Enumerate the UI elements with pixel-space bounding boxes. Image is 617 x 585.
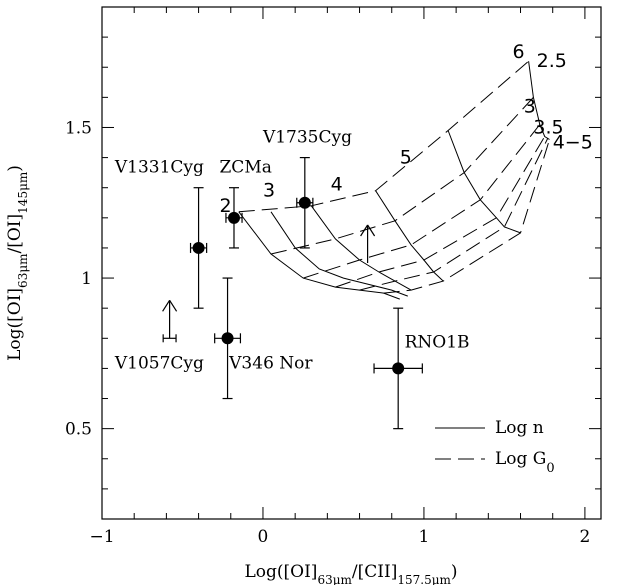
log-g0-curve <box>359 137 549 291</box>
marker <box>192 241 205 254</box>
data-point-v1735cyg <box>296 156 314 249</box>
source-label: V1735Cyg <box>262 128 352 148</box>
upper-limit-v1057cyg <box>162 299 178 343</box>
log-g0-label: 2.5 <box>537 50 567 72</box>
log-n-label: 5 <box>400 147 412 169</box>
marker <box>221 332 234 345</box>
x-tick-label: 1 <box>419 527 430 547</box>
source-label: V346 Nor <box>228 353 313 373</box>
y-axis-label: Log([OI]63μm/[OI]145μm) <box>5 165 30 361</box>
annotations: V1331Cyg ZCMa V1735Cyg V1057Cyg V346 Nor RNO1… <box>114 41 593 373</box>
marker <box>392 362 405 375</box>
log-g0-curve <box>383 139 550 294</box>
x-tick-label: −1 <box>89 527 114 547</box>
axis-ticks <box>101 6 601 520</box>
plot-frame <box>101 6 602 520</box>
log-g0-curve <box>303 124 541 279</box>
tick-labels: −1 0 1 2 0.5 1 1.5 <box>65 118 590 547</box>
x-tick-label: 2 <box>579 527 590 547</box>
upper-limit-arrow <box>360 224 376 263</box>
legend-entry: Log n <box>435 418 544 438</box>
log-n-curve <box>375 190 444 282</box>
log-n-label: 2 <box>220 195 232 217</box>
data-point-rno1b <box>373 307 423 430</box>
limit-head <box>360 224 369 237</box>
y-tick-label: 1 <box>81 269 92 289</box>
model-grid <box>238 60 550 300</box>
y-tick-label: 0.5 <box>65 420 92 440</box>
log-n-curve <box>447 130 521 234</box>
log-g0-curve <box>238 60 529 213</box>
source-label: V1331Cyg <box>114 158 204 178</box>
limit-head <box>367 224 376 237</box>
legend: Log n Log G0 <box>435 418 555 476</box>
log-g0-label: 4−5 <box>553 132 593 154</box>
data-markers <box>162 156 423 430</box>
log-n-curve <box>310 205 412 291</box>
log-n-label: 6 <box>512 41 524 63</box>
log-g0-label: 3 <box>524 95 536 117</box>
x-tick-label: 0 <box>258 527 269 547</box>
x-axis-label: Log([OI]63μm/[CII]157.5μm) <box>244 562 457 585</box>
marker <box>227 211 240 224</box>
log-n-label: 3 <box>263 180 275 202</box>
log-g0-curve <box>270 97 534 255</box>
data-point-v1331cyg <box>189 187 208 309</box>
legend-entry: Log G0 <box>435 449 555 476</box>
source-label: ZCMa <box>220 158 272 178</box>
log-n-label: 4 <box>331 174 343 196</box>
log-g0-curve <box>335 136 546 288</box>
legend-label: Log n <box>495 418 544 438</box>
legend-label: Log G0 <box>495 449 555 476</box>
source-label: RNO1B <box>405 332 470 352</box>
limit-head <box>162 299 171 312</box>
data-point-zcma <box>225 187 243 249</box>
marker <box>298 196 311 209</box>
data-point-v346-nor <box>214 277 242 400</box>
log-g0-label: 3.5 <box>533 116 563 138</box>
source-label: V1057Cyg <box>114 353 204 373</box>
limit-head <box>169 299 178 312</box>
y-tick-label: 1.5 <box>65 118 92 138</box>
